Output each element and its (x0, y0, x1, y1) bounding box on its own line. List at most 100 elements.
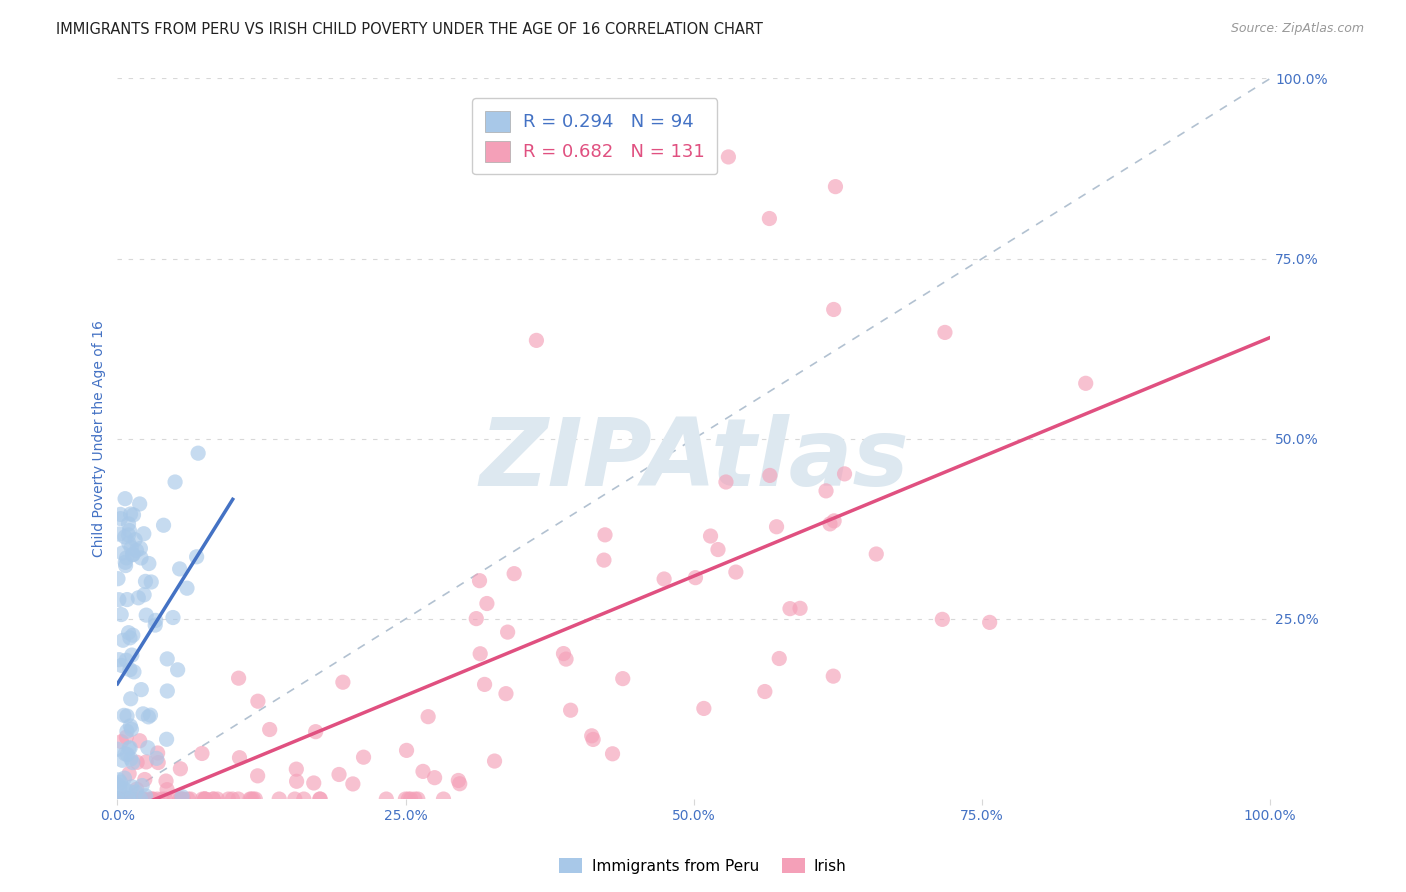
Point (165, 475, 187, 489)
Point (120, 541, 142, 555)
Point (120, 723, 142, 737)
Point (114, 771, 136, 785)
Point (724, 565, 747, 579)
Point (187, 446, 209, 460)
Point (717, 150, 740, 164)
Point (121, 548, 143, 562)
Point (108, 592, 131, 607)
Point (285, 762, 308, 776)
Point (118, 785, 141, 799)
Point (284, 792, 307, 806)
Point (503, 566, 526, 581)
Point (707, 542, 730, 557)
Point (332, 675, 354, 690)
Point (245, 792, 267, 806)
Point (124, 533, 146, 547)
Point (432, 792, 454, 806)
Point (423, 771, 446, 785)
Point (143, 618, 166, 632)
Point (108, 653, 131, 667)
Point (375, 792, 398, 806)
Point (304, 724, 326, 739)
Point (779, 601, 801, 615)
Point (135, 755, 157, 769)
Point (152, 518, 174, 533)
Point (176, 581, 198, 595)
Point (122, 792, 145, 806)
Point (127, 756, 149, 770)
Point (111, 792, 134, 806)
Point (115, 653, 138, 667)
Point (122, 665, 145, 679)
Point (468, 574, 491, 588)
Point (117, 528, 139, 542)
Text: Source: ZipAtlas.com: Source: ZipAtlas.com (1230, 22, 1364, 36)
Point (135, 789, 157, 803)
Point (120, 752, 142, 766)
Point (141, 792, 163, 806)
Point (172, 792, 194, 806)
Point (823, 302, 845, 317)
Point (526, 334, 548, 348)
Point (107, 792, 129, 806)
Point (146, 746, 169, 760)
Point (121, 548, 143, 562)
Point (110, 658, 132, 673)
Point (145, 614, 167, 628)
Point (114, 792, 136, 806)
Point (560, 703, 582, 717)
Point (134, 772, 156, 787)
Point (142, 792, 165, 806)
Point (111, 753, 134, 767)
Point (131, 779, 153, 793)
Point (394, 792, 416, 806)
Point (246, 769, 269, 783)
Point (110, 734, 132, 748)
Point (117, 747, 139, 762)
Point (194, 792, 217, 806)
Point (132, 526, 155, 541)
Point (308, 792, 330, 806)
Point (191, 792, 214, 806)
Point (118, 766, 141, 780)
Point (170, 792, 193, 806)
Point (269, 792, 291, 806)
Point (141, 574, 163, 589)
Point (114, 555, 136, 569)
Point (226, 792, 249, 806)
Point (115, 724, 138, 739)
Point (129, 682, 152, 697)
Point (146, 756, 169, 770)
Point (302, 776, 325, 790)
Point (121, 756, 143, 770)
Point (285, 774, 308, 789)
Point (110, 511, 132, 525)
Point (207, 792, 229, 806)
Point (118, 524, 141, 538)
Point (155, 774, 177, 789)
Point (107, 572, 129, 586)
Point (474, 677, 496, 691)
Point (118, 741, 141, 756)
Point (136, 740, 159, 755)
Point (399, 792, 422, 806)
Point (768, 651, 790, 665)
Point (155, 792, 177, 806)
Point (111, 546, 134, 560)
Point (395, 743, 418, 757)
Point (114, 747, 136, 761)
Point (107, 792, 129, 806)
Point (166, 663, 188, 677)
Point (582, 732, 605, 747)
Point (139, 708, 162, 723)
Legend: R = 0.294   N = 94, R = 0.682   N = 131: R = 0.294 N = 94, R = 0.682 N = 131 (472, 98, 717, 174)
Point (342, 777, 364, 791)
Point (202, 792, 225, 806)
Point (156, 684, 179, 698)
Point (114, 491, 136, 506)
Point (240, 792, 263, 806)
Point (107, 792, 129, 806)
Point (127, 591, 149, 605)
Point (865, 547, 887, 561)
Text: IMMIGRANTS FROM PERU VS IRISH CHILD POVERTY UNDER THE AGE OF 16 CORRELATION CHAR: IMMIGRANTS FROM PERU VS IRISH CHILD POVE… (56, 22, 763, 37)
